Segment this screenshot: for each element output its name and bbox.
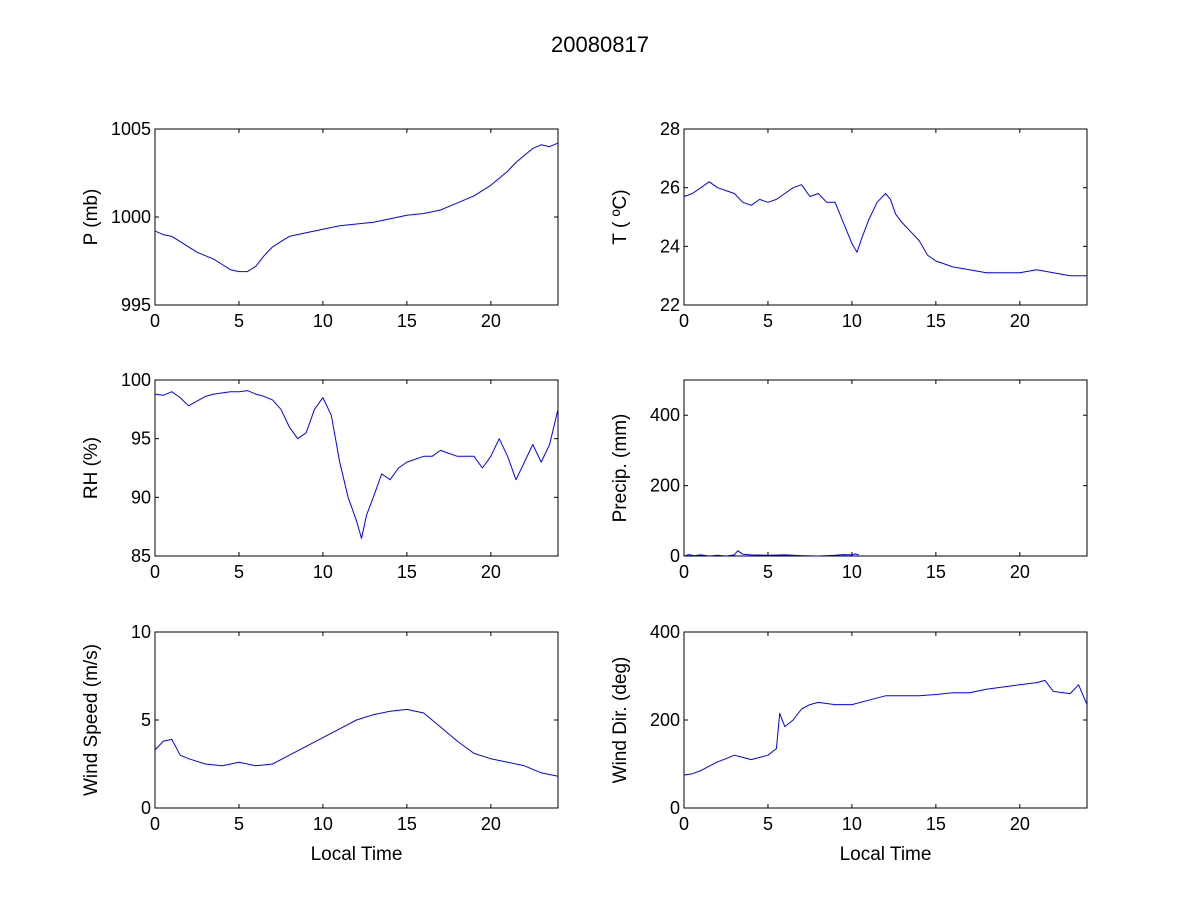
wind-speed-x-tick-label: 20 xyxy=(481,814,501,834)
humidity-y-tick-label: 100 xyxy=(121,370,151,390)
humidity-x-tick-label: 0 xyxy=(150,562,160,582)
pressure-x-tick-label: 0 xyxy=(150,311,160,331)
subplot-humidity: 0 5 10 15 20 85 90 95 100 RH (%) xyxy=(81,370,559,582)
humidity-x-tick-label: 10 xyxy=(313,562,333,582)
subplot-temperature: 0 5 10 15 20 22 24 26 28 T ( ºC) xyxy=(610,119,1088,331)
pressure-series-line xyxy=(154,142,559,273)
precip-x-tick-label: 20 xyxy=(1010,562,1030,582)
humidity-y-axis-label: RH (%) xyxy=(81,437,102,499)
temperature-x-tick-label: 0 xyxy=(679,311,689,331)
humidity-series-line xyxy=(154,390,559,539)
pressure-axes-frame xyxy=(154,128,559,306)
humidity-x-tick-label: 5 xyxy=(234,562,244,582)
wind-speed-y-tick-label: 10 xyxy=(131,622,151,642)
precip-series-line xyxy=(683,550,859,557)
wind-dir-y-tick-label: 200 xyxy=(650,710,680,730)
pressure-y-tick-label: 1005 xyxy=(111,119,151,139)
humidity-y-tick-label: 95 xyxy=(131,429,151,449)
wind-speed-series-line xyxy=(154,708,559,777)
wind-dir-x-tick-label: 15 xyxy=(926,814,946,834)
wind-speed-x-tick-label: 0 xyxy=(150,814,160,834)
precip-x-tick-label: 5 xyxy=(763,562,773,582)
temperature-series-line xyxy=(683,181,1087,277)
temperature-y-tick-label: 26 xyxy=(660,178,680,198)
pressure-x-tick-label: 15 xyxy=(397,311,417,331)
wind-dir-y-tick-label: 400 xyxy=(650,622,680,642)
wind-dir-x-tick-label: 0 xyxy=(679,814,689,834)
humidity-y-tick-label: 90 xyxy=(131,487,151,507)
precip-x-tick-label: 10 xyxy=(842,562,862,582)
temperature-x-tick-label: 15 xyxy=(926,311,946,331)
precip-axes-frame xyxy=(683,379,1088,557)
temperature-y-tick-label: 22 xyxy=(660,295,680,315)
wind-speed-y-tick-label: 5 xyxy=(141,710,151,730)
figure-title: 20080817 xyxy=(551,32,649,57)
wind-dir-series-line xyxy=(683,679,1088,776)
precip-y-axis-label: Precip. (mm) xyxy=(610,414,631,523)
wind-speed-x-axis-label: Local Time xyxy=(311,844,403,865)
wind-speed-y-axis-label: Wind Speed (m/s) xyxy=(81,644,102,796)
precip-y-tick-label: 0 xyxy=(670,546,680,566)
wind-dir-y-tick-label: 0 xyxy=(670,798,680,818)
wind-dir-x-tick-label: 10 xyxy=(842,814,862,834)
pressure-y-axis-label: P (mb) xyxy=(81,189,102,246)
precip-x-tick-label: 0 xyxy=(679,562,689,582)
pressure-y-tick-label: 995 xyxy=(121,295,151,315)
precip-y-tick-label: 400 xyxy=(650,405,680,425)
humidity-x-tick-label: 20 xyxy=(481,562,501,582)
temperature-y-tick-label: 28 xyxy=(660,119,680,139)
temperature-y-tick-label: 24 xyxy=(660,236,680,256)
wind-speed-y-tick-label: 0 xyxy=(141,798,151,818)
humidity-x-tick-label: 15 xyxy=(397,562,417,582)
temperature-axes-frame xyxy=(683,128,1088,306)
subplot-pressure: 0 5 10 15 20 995 1000 1005 P (mb) xyxy=(81,119,559,331)
precip-y-tick-label: 200 xyxy=(650,476,680,496)
temperature-x-tick-label: 5 xyxy=(763,311,773,331)
wind-speed-x-tick-label: 10 xyxy=(313,814,333,834)
humidity-y-tick-label: 85 xyxy=(131,546,151,566)
wind-dir-y-axis-label: Wind Dir. (deg) xyxy=(610,657,631,784)
temperature-y-axis-label: T ( ºC) xyxy=(610,189,631,244)
wind-dir-x-tick-label: 20 xyxy=(1010,814,1030,834)
temperature-x-tick-label: 20 xyxy=(1010,311,1030,331)
wind-dir-axes-frame xyxy=(683,631,1088,809)
pressure-x-tick-label: 20 xyxy=(481,311,501,331)
subplot-wind-speed: 0 5 10 15 20 0 5 10 Wind Speed (m/s) Local Time xyxy=(81,622,559,865)
pressure-x-tick-label: 10 xyxy=(313,311,333,331)
wind-dir-x-tick-label: 5 xyxy=(763,814,773,834)
wind-speed-x-tick-label: 5 xyxy=(234,814,244,834)
temperature-x-tick-label: 10 xyxy=(842,311,862,331)
wind-dir-x-axis-label: Local Time xyxy=(840,844,932,865)
pressure-x-tick-label: 5 xyxy=(234,311,244,331)
humidity-axes-frame xyxy=(154,379,559,557)
wind-speed-x-tick-label: 15 xyxy=(397,814,417,834)
pressure-y-tick-label: 1000 xyxy=(111,207,151,227)
precip-x-tick-label: 15 xyxy=(926,562,946,582)
